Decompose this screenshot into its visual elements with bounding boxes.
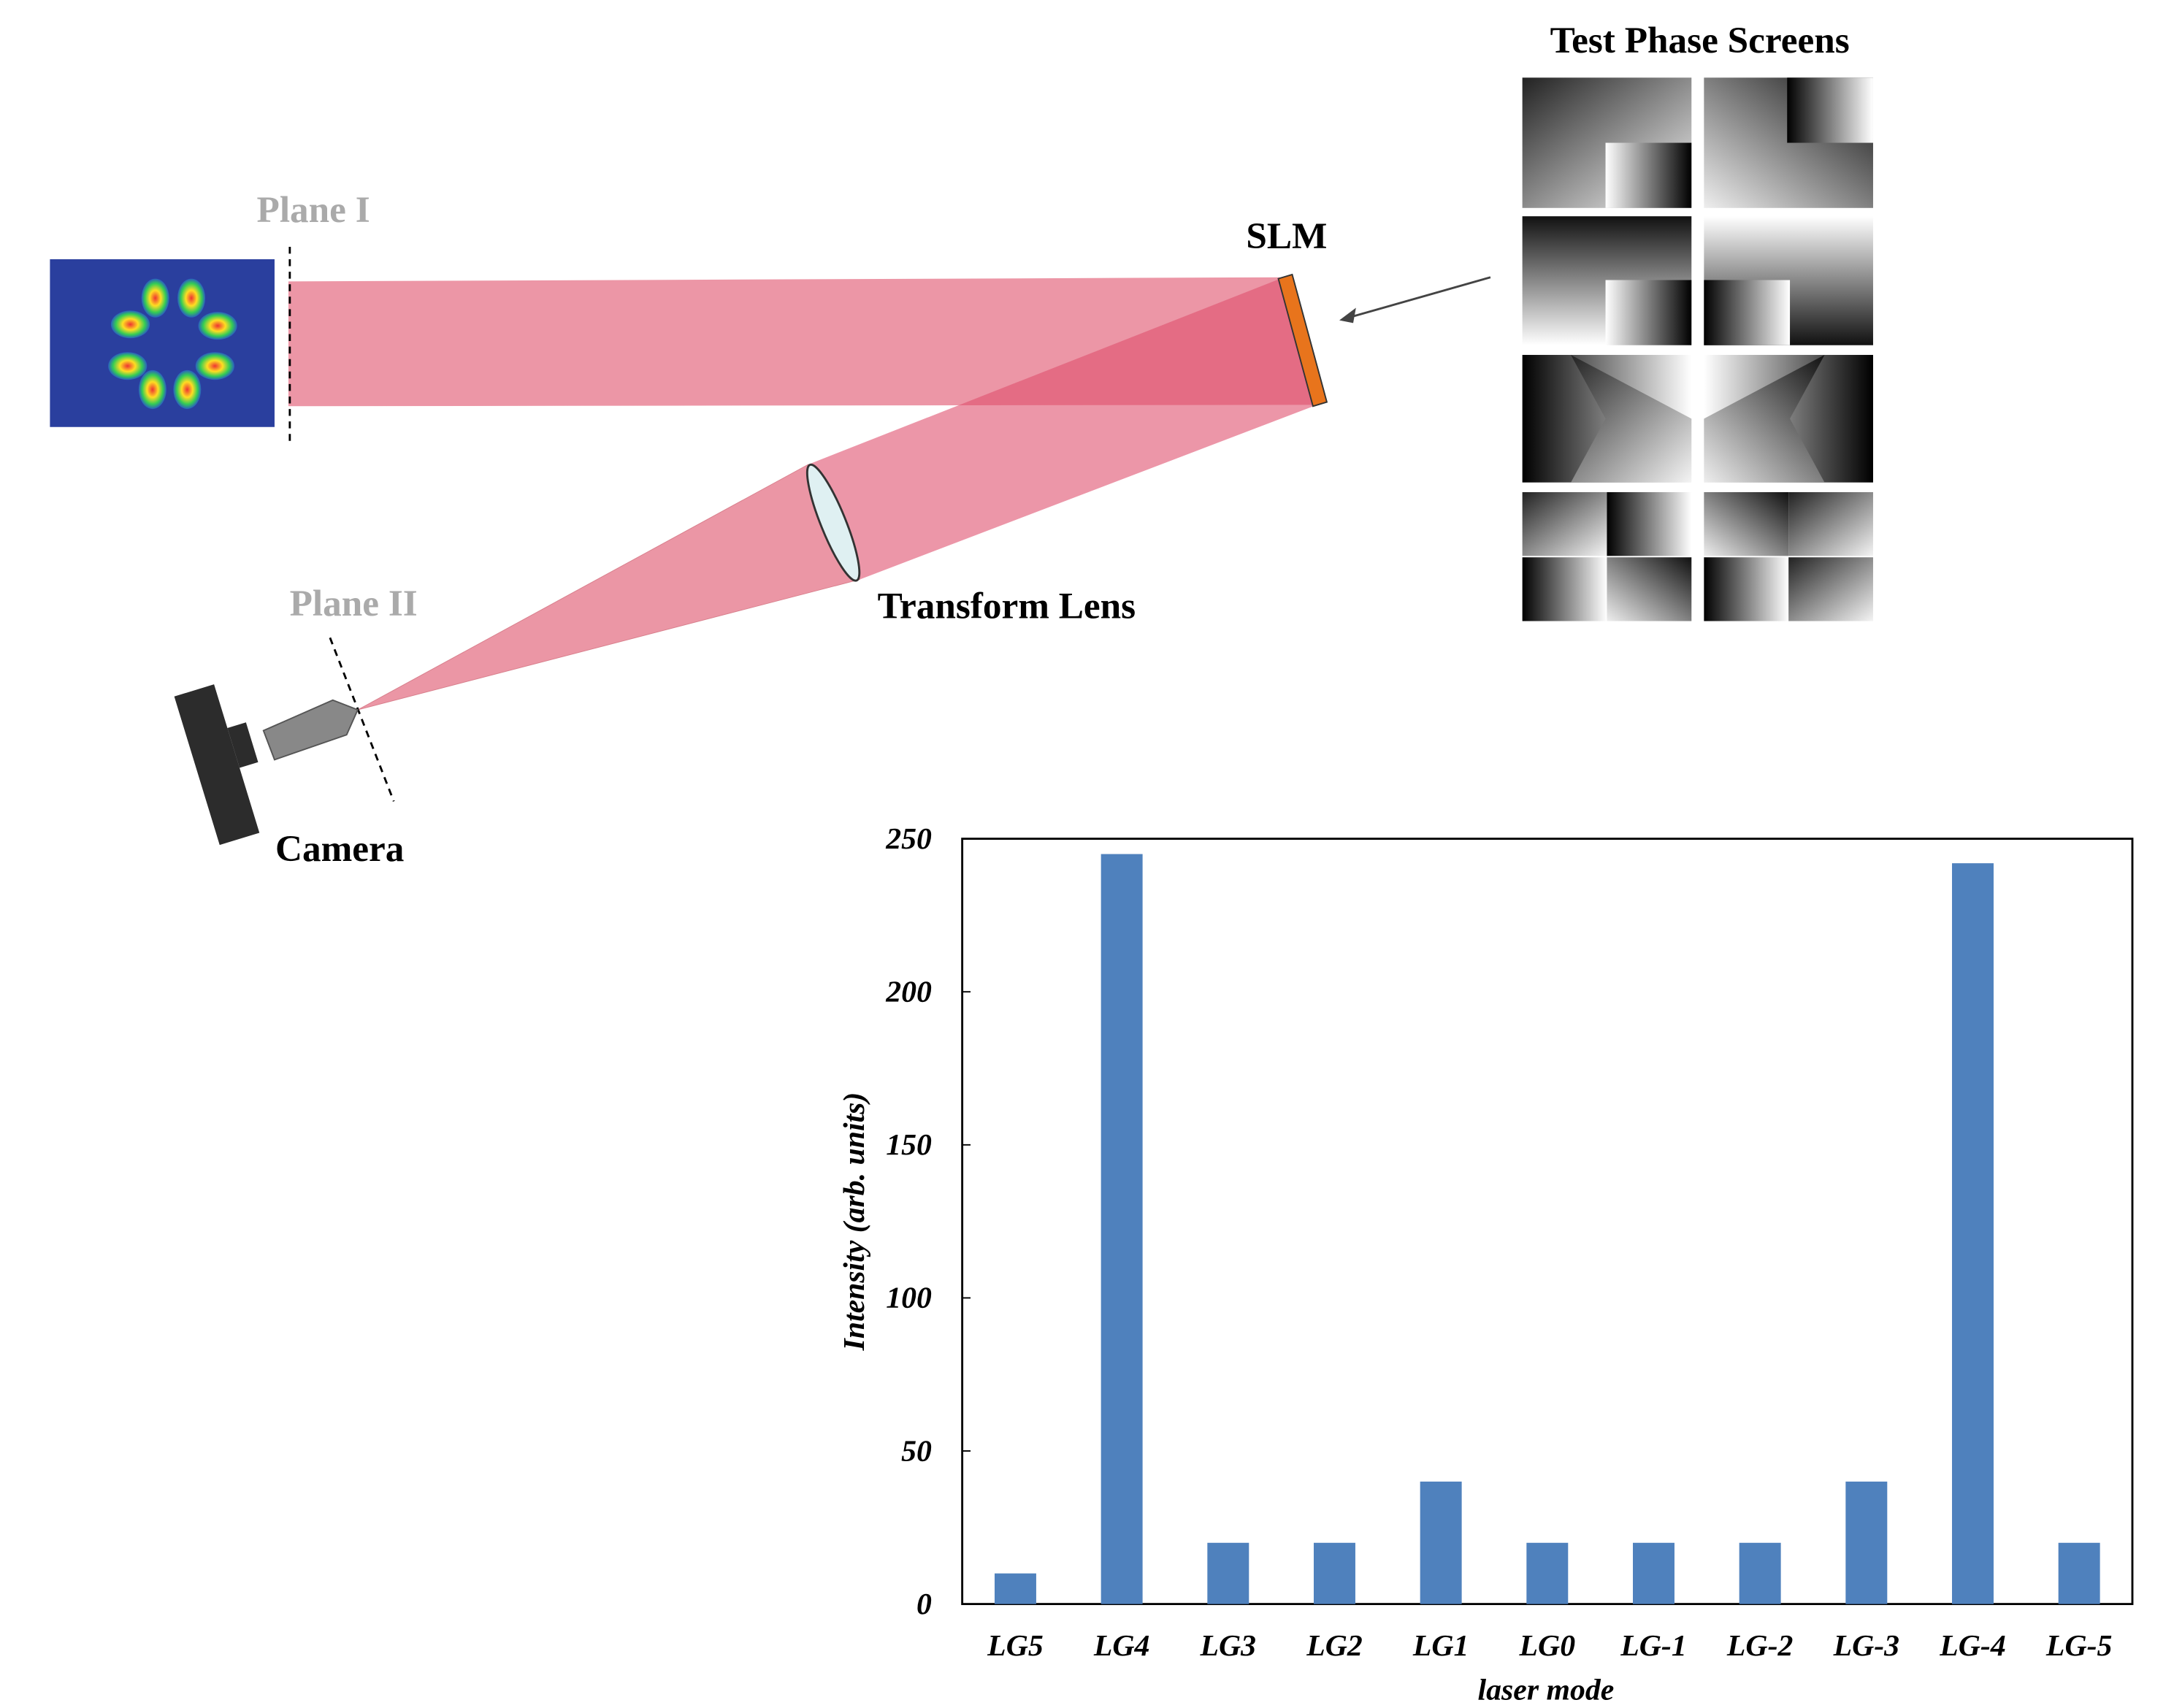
phase-screen xyxy=(1523,492,1607,556)
x-tick-label: LG-3 xyxy=(1833,1629,1899,1663)
bar xyxy=(1952,863,1994,1604)
y-tick-label: 100 xyxy=(886,1282,932,1315)
focused-beam xyxy=(358,464,860,710)
bar xyxy=(1314,1543,1355,1604)
phase-screen xyxy=(1607,557,1691,621)
y-tick-label: 50 xyxy=(901,1434,932,1468)
x-tick-label: LG-5 xyxy=(2045,1629,2112,1663)
setup-diagram: Plane I Plane II SLM Transform Lens Came… xyxy=(50,20,1873,870)
phase-screen xyxy=(1704,557,1788,621)
bar xyxy=(1526,1543,1568,1604)
lens-label: Transform Lens xyxy=(878,586,1136,627)
lobe xyxy=(173,370,201,409)
plane-1-label: Plane I xyxy=(257,189,370,231)
figure: Plane I Plane II SLM Transform Lens Came… xyxy=(0,0,2174,1708)
bar xyxy=(1739,1543,1781,1604)
phase-screen-part xyxy=(1787,77,1873,142)
y-tick-label: 200 xyxy=(885,976,932,1009)
objective xyxy=(264,700,358,760)
x-axis-label: laser mode xyxy=(1478,1674,1615,1707)
plane-2-label: Plane II xyxy=(290,583,418,624)
x-tick-label: LG2 xyxy=(1306,1629,1363,1663)
bar xyxy=(1207,1543,1249,1604)
phase-screen-part xyxy=(1606,143,1692,208)
phase-screens xyxy=(1523,77,1873,621)
bar xyxy=(2059,1543,2100,1604)
x-tick-label: LG5 xyxy=(987,1629,1044,1663)
lobe xyxy=(199,312,237,340)
bar xyxy=(1633,1543,1674,1604)
x-tick-label: LG3 xyxy=(1200,1629,1257,1663)
y-axis-label: Intensity (arb. units) xyxy=(838,1092,871,1352)
phase-screen xyxy=(1607,492,1691,556)
bar xyxy=(995,1574,1036,1604)
camera-label: Camera xyxy=(275,828,404,870)
x-tick-label: LG-4 xyxy=(1939,1629,2005,1663)
y-tick-label: 150 xyxy=(886,1128,932,1162)
lobe xyxy=(177,279,205,318)
bar xyxy=(1101,854,1143,1604)
y-tick-label: 250 xyxy=(885,822,932,856)
lobe xyxy=(196,352,234,380)
phase-screen xyxy=(1704,492,1788,556)
x-tick-label: LG0 xyxy=(1519,1629,1576,1663)
lobe xyxy=(111,310,150,338)
phase-screen xyxy=(1788,557,1873,621)
arrow-head xyxy=(1339,307,1356,323)
phase-screen xyxy=(1788,492,1873,556)
arrow xyxy=(1349,277,1490,318)
x-tick-label: LG-2 xyxy=(1726,1629,1793,1663)
bar-chart: laser mode Intensity (arb. units) 0 50 100… xyxy=(838,822,2132,1707)
screens-title: Test Phase Screens xyxy=(1550,20,1850,61)
bar xyxy=(1845,1482,1887,1604)
x-tick-label: LG-1 xyxy=(1620,1629,1686,1663)
phase-screen-part xyxy=(1606,280,1692,345)
lobe xyxy=(108,352,147,380)
y-tick-label: 0 xyxy=(916,1588,932,1621)
lobe xyxy=(142,279,169,318)
phase-screen-part xyxy=(1704,280,1790,345)
slm-label: SLM xyxy=(1246,215,1327,257)
camera xyxy=(175,678,278,845)
x-tick-label: LG1 xyxy=(1412,1629,1469,1663)
lobe xyxy=(139,370,167,409)
phase-screen xyxy=(1523,557,1607,621)
x-tick-label: LG4 xyxy=(1093,1629,1150,1663)
bar xyxy=(1420,1482,1462,1604)
